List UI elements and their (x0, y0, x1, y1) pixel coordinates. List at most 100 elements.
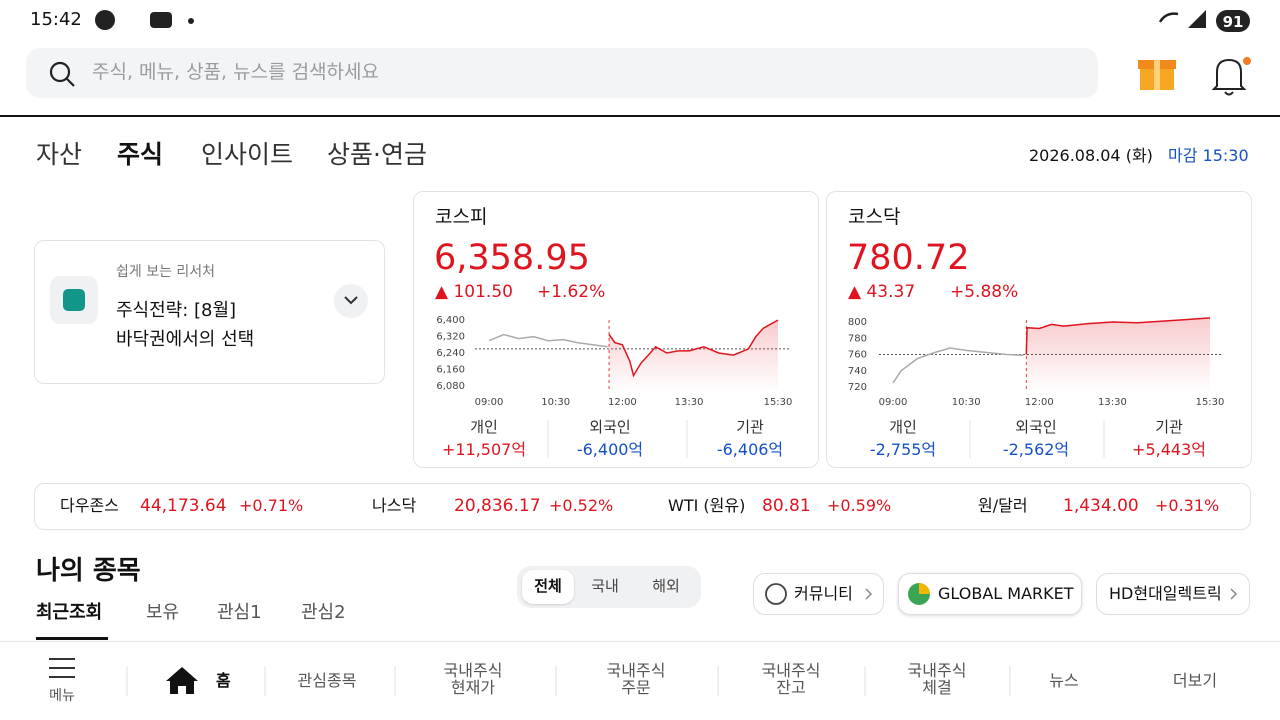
nav-label[interactable]: 국내주식 (761, 661, 821, 680)
tab-underline (36, 637, 108, 640)
chip[interactable] (898, 573, 1082, 615)
battery: 91 (1223, 13, 1244, 31)
kospi-card[interactable] (413, 191, 819, 468)
section-title: 나의 종목 (36, 556, 141, 586)
market-change: +0.31% (1155, 496, 1220, 515)
stock-tab[interactable]: 관심2 (301, 602, 346, 623)
main-tab[interactable]: 자산 (36, 140, 83, 169)
filter[interactable]: 해외 (652, 577, 680, 595)
market-status: 마감 15:30 (1168, 146, 1249, 165)
chip[interactable] (753, 573, 884, 615)
market-change: +0.59% (827, 496, 892, 515)
y-tick-label: 6,080 (436, 381, 465, 392)
y-tick-label: 740 (848, 366, 867, 377)
nav-label[interactable]: 체결 (922, 678, 952, 697)
market-value: 44,173.64 (140, 496, 227, 516)
index-change-pct: +1.62% (537, 282, 606, 302)
investor-label: 기관 (1155, 418, 1183, 436)
price-line (892, 347, 1024, 384)
filter[interactable]: 국내 (591, 577, 619, 595)
research-subtitle: 바닥권에서의 선택 (116, 329, 255, 350)
price-line (608, 319, 779, 378)
market-value: 1,434.00 (1063, 496, 1139, 516)
x-tick-label: 12:00 (1025, 397, 1054, 408)
main-tab[interactable]: 상품·연금 (327, 140, 427, 169)
nav-label[interactable]: 홈 (216, 671, 231, 690)
investor-value: -2,755억 (869, 440, 937, 459)
y-tick-label: 6,400 (436, 315, 465, 326)
nav-label[interactable]: 메뉴 (49, 688, 75, 704)
research-title: 주식전략: [8월] (116, 300, 237, 321)
nav-label[interactable]: 국내주식 (443, 661, 503, 680)
stock-tab[interactable]: 보유 (146, 602, 180, 623)
x-tick-label: 13:30 (675, 397, 704, 408)
market-name: WTI (원유) (668, 496, 746, 515)
investor-label: 개인 (470, 418, 498, 436)
market-name: 원/달러 (978, 496, 1028, 515)
y-tick-label: 6,320 (436, 332, 465, 343)
investor-label: 개인 (889, 418, 917, 436)
search-icon (66, 78, 75, 87)
research-icon (63, 289, 85, 311)
nav-label[interactable]: 주문 (621, 678, 651, 697)
stock-tab[interactable]: 관심1 (217, 602, 262, 623)
home-icon[interactable] (166, 667, 198, 694)
investor-value: -6,400억 (576, 440, 644, 459)
y-tick-label: 800 (848, 317, 867, 328)
y-tick-label: 6,240 (436, 348, 465, 359)
nav-label[interactable]: 현재가 (450, 678, 496, 697)
market-change: +0.71% (239, 496, 304, 515)
x-tick-label: 10:30 (541, 397, 570, 408)
search-box[interactable] (26, 48, 1098, 98)
chip-label[interactable]: 커뮤니티 (794, 584, 853, 603)
nav-label[interactable]: 국내주식 (907, 661, 967, 680)
nav-label[interactable]: 더보기 (1172, 671, 1218, 690)
investor-value: -6,406억 (716, 440, 784, 459)
menu-icon[interactable] (49, 658, 75, 678)
x-tick-label: 15:30 (1196, 397, 1225, 408)
area-fill (1026, 317, 1210, 392)
nav-label[interactable]: 관심종목 (297, 671, 357, 690)
main-tab[interactable]: 인사이트 (201, 140, 294, 169)
chip-label[interactable]: GLOBAL MARKET (938, 584, 1074, 603)
price-line (488, 333, 608, 348)
x-tick-label: 09:00 (879, 397, 908, 408)
y-tick-label: 760 (848, 350, 867, 361)
market-change: +0.52% (549, 496, 614, 515)
investor-label: 기관 (736, 418, 764, 436)
market-value: 20,836.17 (454, 496, 541, 516)
y-tick-label: 720 (848, 382, 867, 393)
status-time: 15:42 (30, 9, 82, 30)
x-tick-label: 10:30 (952, 397, 981, 408)
filter-selected (522, 570, 574, 604)
chip[interactable] (1096, 573, 1250, 615)
area-fill (609, 320, 778, 392)
date: 2026.08.04 (화) (1029, 146, 1153, 165)
market-name: 다우존스 (60, 496, 119, 515)
chip-label[interactable]: HD현대일렉트릭 (1109, 584, 1222, 603)
main-tab[interactable]: 주식 (117, 140, 164, 169)
gift-icon[interactable] (1138, 60, 1176, 90)
index-name: 코스피 (435, 206, 488, 228)
x-tick-label: 15:30 (764, 397, 793, 408)
filter[interactable]: 전체 (534, 577, 562, 595)
divider (0, 641, 1280, 642)
divider (0, 115, 1280, 117)
status-icons (95, 10, 1250, 32)
expand-button[interactable] (334, 284, 368, 318)
stock-tab[interactable]: 최근조회 (36, 602, 103, 623)
index-value: 6,358.95 (434, 238, 590, 278)
bell-icon[interactable] (1211, 57, 1251, 96)
y-tick-label: 780 (848, 333, 867, 344)
index-change: ▲ 101.50 (435, 282, 513, 302)
markets-bar[interactable] (34, 483, 1251, 530)
nav-label[interactable]: 뉴스 (1049, 671, 1079, 690)
nav-label[interactable]: 잔고 (776, 678, 806, 697)
index-name: 코스닥 (848, 206, 901, 228)
y-tick-label: 6,160 (436, 364, 465, 375)
investor-label: 외국인 (1015, 418, 1057, 436)
market-name: 나스닥 (372, 496, 417, 515)
nav-label[interactable]: 국내주식 (606, 661, 666, 680)
